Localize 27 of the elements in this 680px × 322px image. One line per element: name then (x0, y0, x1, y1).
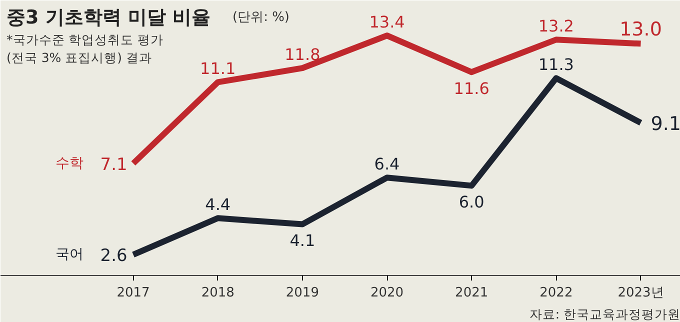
data-label: 4.4 (205, 195, 231, 214)
data-label: 6.0 (458, 192, 484, 212)
x-tick-label: 2019 (286, 286, 319, 300)
x-tick-label: 2018 (201, 286, 234, 300)
data-label: 11.1 (200, 59, 236, 78)
data-label: 7.1 (100, 154, 128, 175)
data-label: 9.1 (650, 112, 680, 135)
x-tick-label: 2021 (455, 286, 488, 300)
text: 국어 (55, 246, 84, 263)
data-label: 11.3 (538, 55, 574, 74)
annotation: *국가수준 학업성취도 평가 (전국 3% 표집시행) 결과 (6, 32, 164, 65)
data-label: 11.8 (284, 45, 320, 64)
data-label: 2.6 (100, 246, 128, 266)
data-label: 4.1 (290, 231, 316, 250)
data-label: 13.2 (538, 16, 574, 36)
x-tick-label: 2023년 (618, 286, 664, 300)
data-label: 13.0 (620, 18, 662, 41)
text: 자료: 한국교육과정평가원 (529, 306, 680, 322)
x-tick-label: 2020 (370, 286, 404, 300)
data-label: 6.4 (374, 154, 400, 174)
chart-title: 중3 기초학력 미달 비율 (6, 6, 211, 28)
data-label: 13.4 (369, 12, 405, 32)
data-label: 11.6 (454, 79, 490, 98)
x-tick-label: 2022 (540, 286, 573, 300)
x-tick-label: 2017 (116, 286, 150, 300)
text: 수학 (55, 155, 84, 172)
chart-subtitle: (단위: %) (232, 10, 290, 25)
